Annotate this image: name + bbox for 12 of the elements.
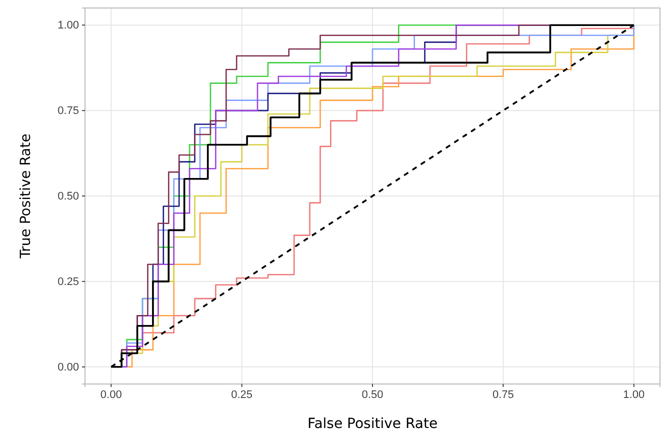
x-tick-label: 0.25: [231, 388, 253, 401]
y-tick-label: 0.00: [58, 361, 79, 374]
y-tick-label: 1.00: [58, 20, 79, 32]
x-tick-label: 0.00: [100, 388, 122, 401]
x-tick-label: 1.00: [623, 388, 645, 401]
y-axis-title: True Positive Rate: [18, 134, 34, 260]
x-tick-label: 0.50: [362, 388, 384, 401]
x-tick-label: 0.75: [492, 388, 514, 401]
y-tick-label: 0.75: [58, 105, 79, 118]
y-tick-label: 0.50: [58, 190, 79, 203]
x-axis-title: False Positive Rate: [307, 416, 438, 432]
y-tick-label: 0.25: [58, 276, 79, 288]
